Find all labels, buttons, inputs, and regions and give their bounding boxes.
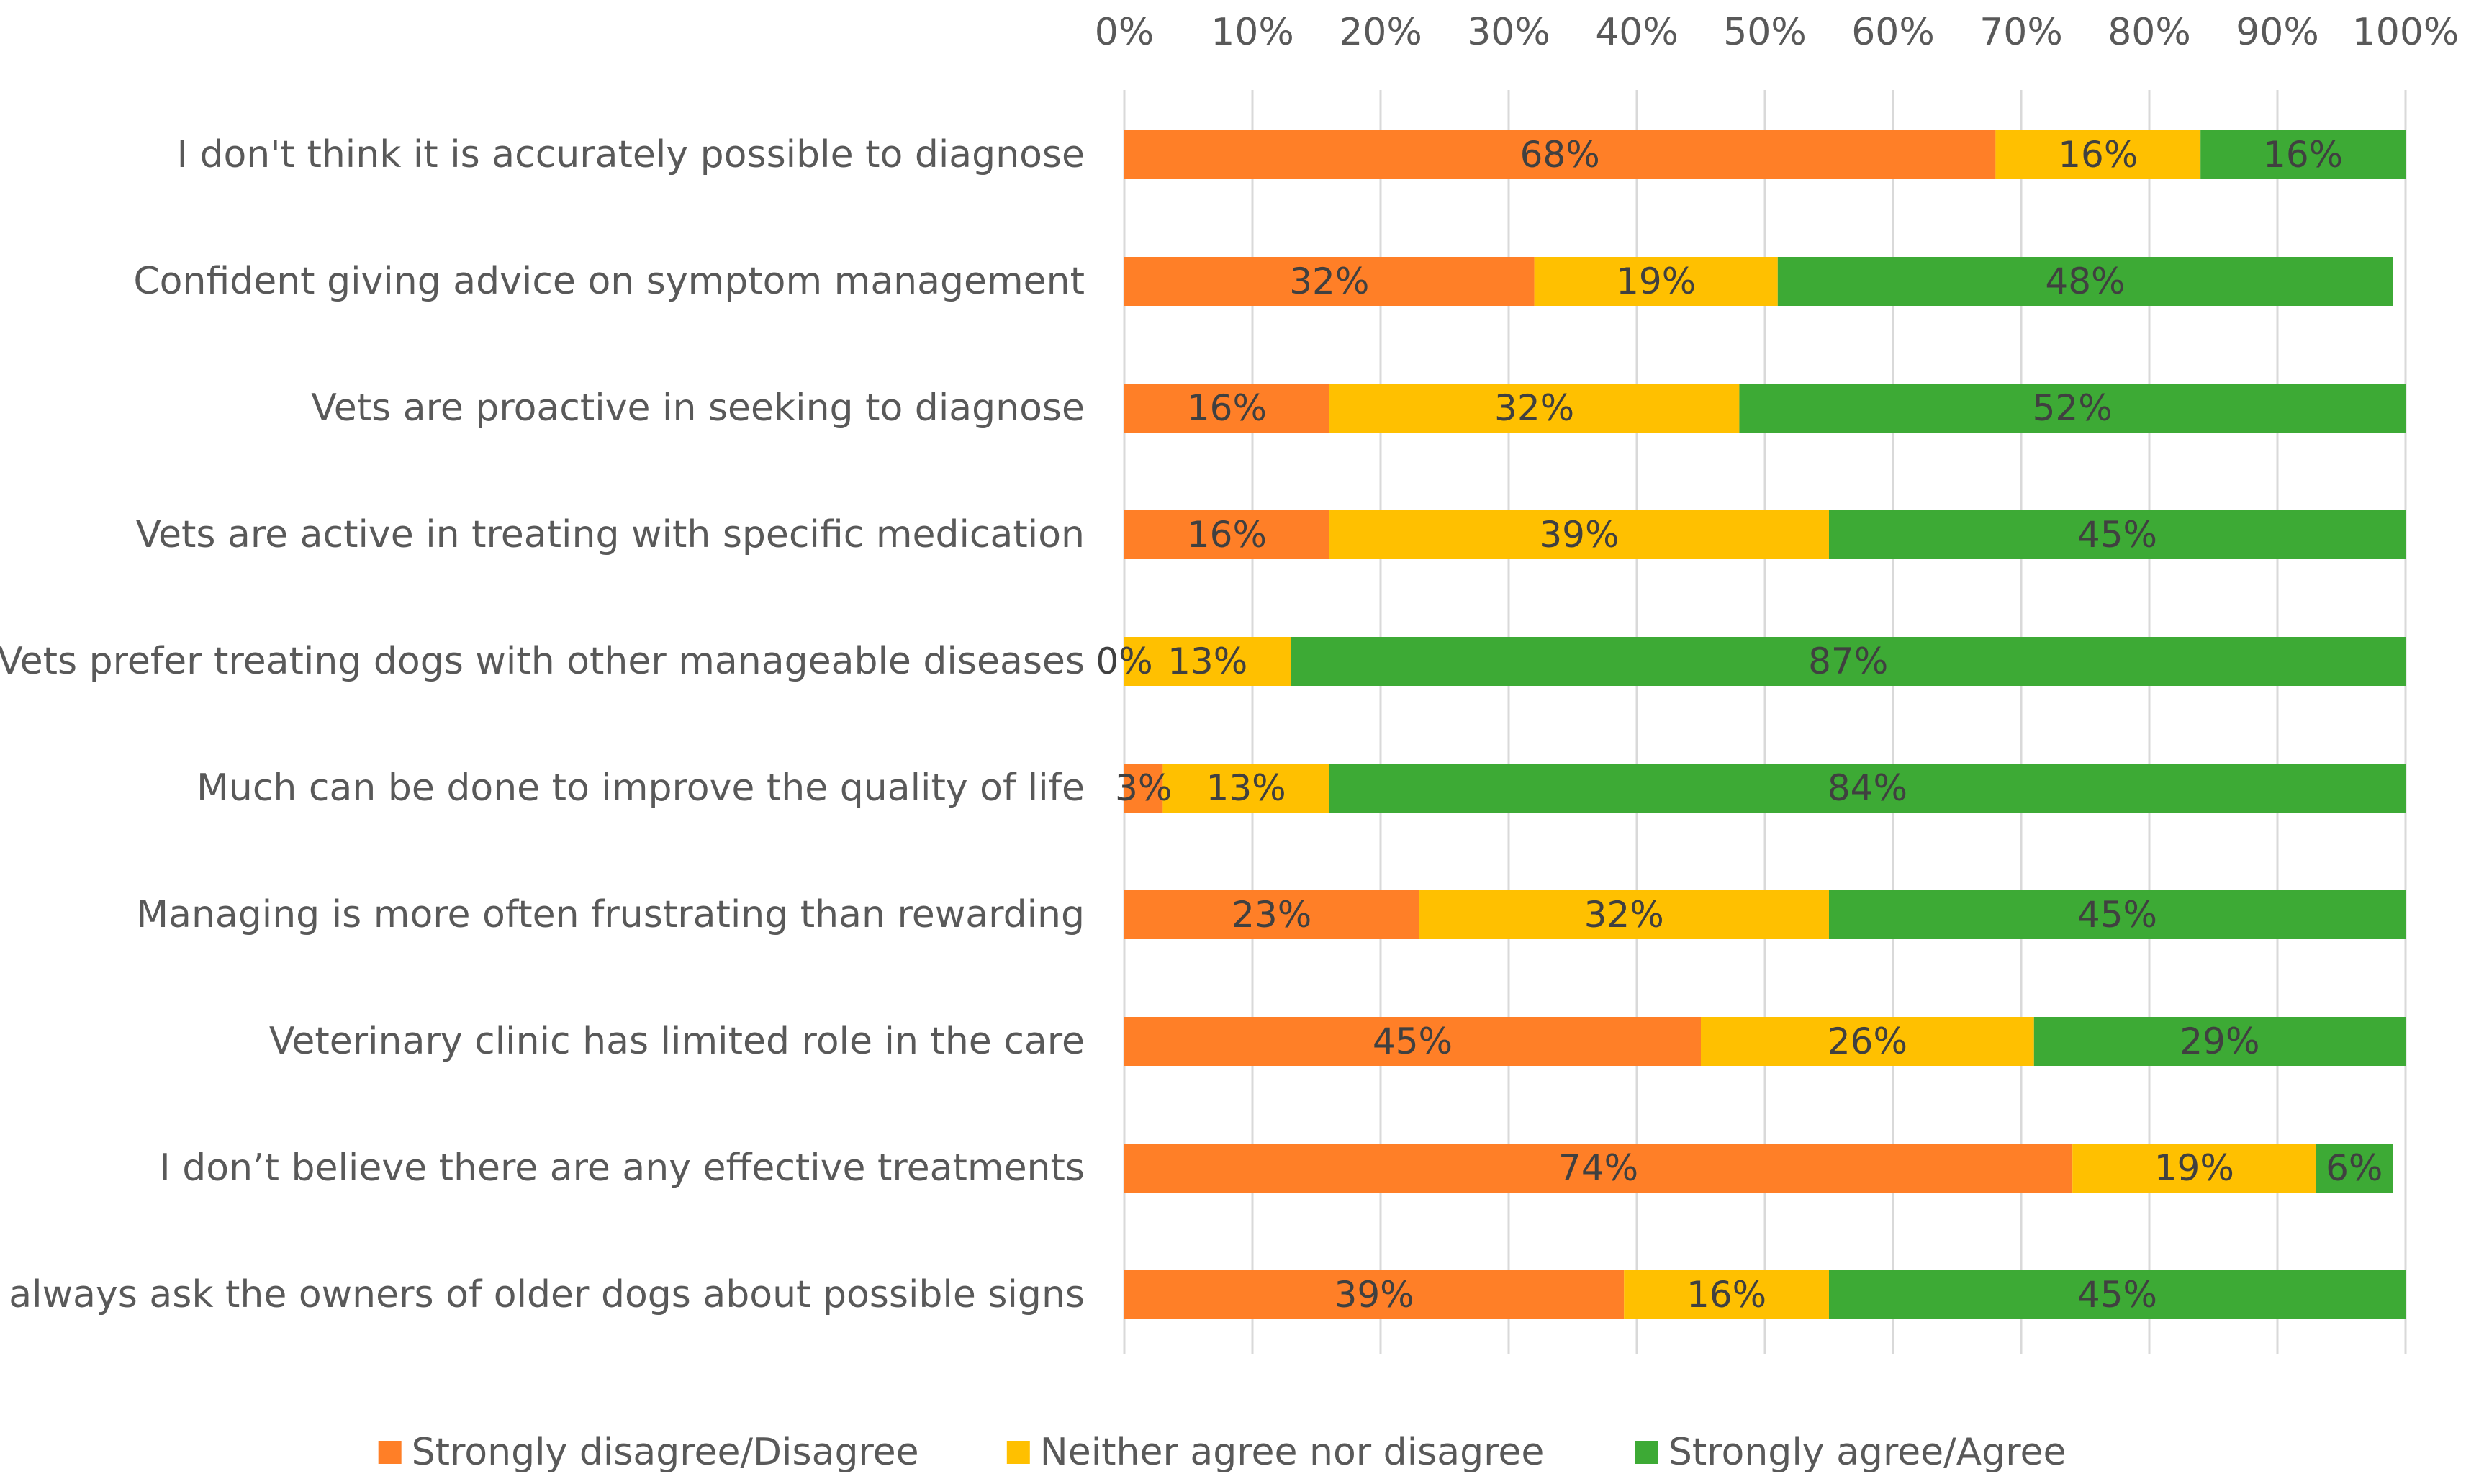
bar-segment bbox=[1739, 384, 2406, 433]
bar-segment bbox=[1777, 257, 2393, 306]
data-label: 26% bbox=[1828, 1021, 1907, 1062]
x-tick-label: 0% bbox=[1095, 11, 1155, 54]
x-tick-label: 40% bbox=[1595, 11, 1679, 54]
bar-segment bbox=[1124, 764, 1163, 813]
legend-label: Strongly agree/Agree bbox=[1668, 1431, 2067, 1474]
bar-segment bbox=[1701, 1017, 2034, 1066]
category-label: Managing is more often frustrating than … bbox=[136, 893, 1085, 936]
legend: Strongly disagree/Disagree Neither agree … bbox=[378, 1431, 2067, 1474]
legend-label: Strongly disagree/Disagree bbox=[412, 1431, 919, 1474]
x-tick-label: 100% bbox=[2352, 11, 2460, 54]
data-label: 39% bbox=[1539, 514, 1619, 556]
x-tick-label: 80% bbox=[2108, 11, 2191, 54]
bar-segment bbox=[1419, 890, 1829, 939]
bar-segment bbox=[1124, 257, 1535, 306]
data-label: 74% bbox=[1558, 1147, 1638, 1189]
data-label: 6% bbox=[2326, 1147, 2383, 1189]
bar-segment bbox=[2033, 1017, 2406, 1066]
data-label: 13% bbox=[1206, 767, 1286, 809]
bar-segment bbox=[1995, 130, 2201, 179]
category-labels: I don't think it is accurately possible … bbox=[0, 133, 1085, 1316]
bars bbox=[1124, 130, 2406, 1319]
bar-segment bbox=[1124, 637, 1291, 686]
x-tick-label: 70% bbox=[1979, 11, 2063, 54]
bar-segment bbox=[2200, 130, 2406, 179]
data-label: 45% bbox=[2077, 894, 2157, 936]
data-label: 87% bbox=[1808, 641, 1888, 682]
data-label: 16% bbox=[1187, 387, 1267, 429]
bar-segment bbox=[1534, 257, 1778, 306]
bar-segment bbox=[1124, 1144, 2073, 1193]
bar-segment bbox=[1291, 637, 2406, 686]
category-label: Vets prefer treating dogs with other man… bbox=[0, 640, 1085, 683]
bar-segment bbox=[2072, 1144, 2316, 1193]
x-tick-label: 60% bbox=[1851, 11, 1935, 54]
data-label: 16% bbox=[1187, 514, 1267, 556]
data-label: 16% bbox=[1686, 1274, 1766, 1316]
data-label: 32% bbox=[1494, 387, 1574, 429]
x-tick-label: 20% bbox=[1339, 11, 1422, 54]
category-label: Vets are proactive in seeking to diagnos… bbox=[311, 386, 1085, 430]
data-label: 45% bbox=[2077, 1274, 2157, 1316]
legend-swatch bbox=[378, 1441, 402, 1464]
category-label: I don’t believe there are any effective … bbox=[159, 1146, 1085, 1190]
data-label: 52% bbox=[2033, 387, 2113, 429]
bar-segment bbox=[1124, 1017, 1701, 1066]
bar-segment bbox=[1124, 510, 1329, 559]
bar-segment bbox=[1829, 890, 2406, 939]
bar-segment bbox=[1329, 384, 1740, 433]
bar-segment bbox=[1124, 384, 1329, 433]
category-label: Veterinary clinic has limited role in th… bbox=[269, 1020, 1085, 1063]
category-label: I don't think it is accurately possible … bbox=[177, 133, 1085, 176]
category-label: Confident giving advice on symptom manag… bbox=[133, 260, 1085, 303]
category-label: Vets are active in treating with specifi… bbox=[135, 513, 1085, 556]
data-label: 45% bbox=[1373, 1021, 1453, 1062]
bar-segment bbox=[1329, 764, 2406, 813]
bar-segment bbox=[1829, 510, 2406, 559]
category-label: Much can be done to improve the quality … bbox=[197, 766, 1085, 810]
x-tick-label: 10% bbox=[1211, 11, 1294, 54]
x-tick-label: 90% bbox=[2236, 11, 2319, 54]
data-labels: 68% 16% 16% 32% 19% 48% 16% 32% 52% 16% 39% 45% 0% 13… bbox=[1096, 134, 2383, 1316]
data-label: 45% bbox=[2077, 514, 2157, 556]
data-label: 19% bbox=[2154, 1147, 2234, 1189]
data-label: 23% bbox=[1232, 894, 1311, 936]
data-label: 16% bbox=[2058, 134, 2138, 176]
bar-segment bbox=[1829, 1270, 2406, 1319]
bar-segment bbox=[1124, 890, 1419, 939]
data-label: 32% bbox=[1289, 261, 1369, 302]
x-tick-label: 50% bbox=[1723, 11, 1807, 54]
data-label: 39% bbox=[1334, 1274, 1414, 1316]
data-label: 32% bbox=[1584, 894, 1664, 936]
legend-swatch bbox=[1006, 1441, 1030, 1464]
bar-segment bbox=[1124, 1270, 1625, 1319]
bar-segment bbox=[1624, 1270, 1829, 1319]
x-axis-ticks: 0% 10% 20% 30% 40% 50% 60% 70% 80% 90% 100% bbox=[1095, 11, 2460, 54]
bar-segment bbox=[1329, 510, 1829, 559]
bar-segment bbox=[1124, 130, 1996, 179]
legend-swatch bbox=[1635, 1441, 1658, 1464]
legend-label: Neither agree nor disagree bbox=[1040, 1431, 1545, 1474]
category-label: I always ask the owners of older dogs ab… bbox=[0, 1273, 1085, 1316]
data-label: 48% bbox=[2045, 261, 2125, 302]
data-label: 29% bbox=[2180, 1021, 2259, 1062]
bar-segment bbox=[1162, 764, 1329, 813]
data-label: 68% bbox=[1520, 134, 1600, 176]
data-label: 0% bbox=[1096, 641, 1152, 682]
data-label: 84% bbox=[1828, 767, 1907, 809]
data-label: 16% bbox=[2263, 134, 2343, 176]
x-tick-label: 30% bbox=[1467, 11, 1550, 54]
data-label: 3% bbox=[1115, 767, 1172, 809]
bar-segment bbox=[2316, 1144, 2393, 1193]
data-label: 19% bbox=[1616, 261, 1696, 302]
data-label: 13% bbox=[1167, 641, 1247, 682]
